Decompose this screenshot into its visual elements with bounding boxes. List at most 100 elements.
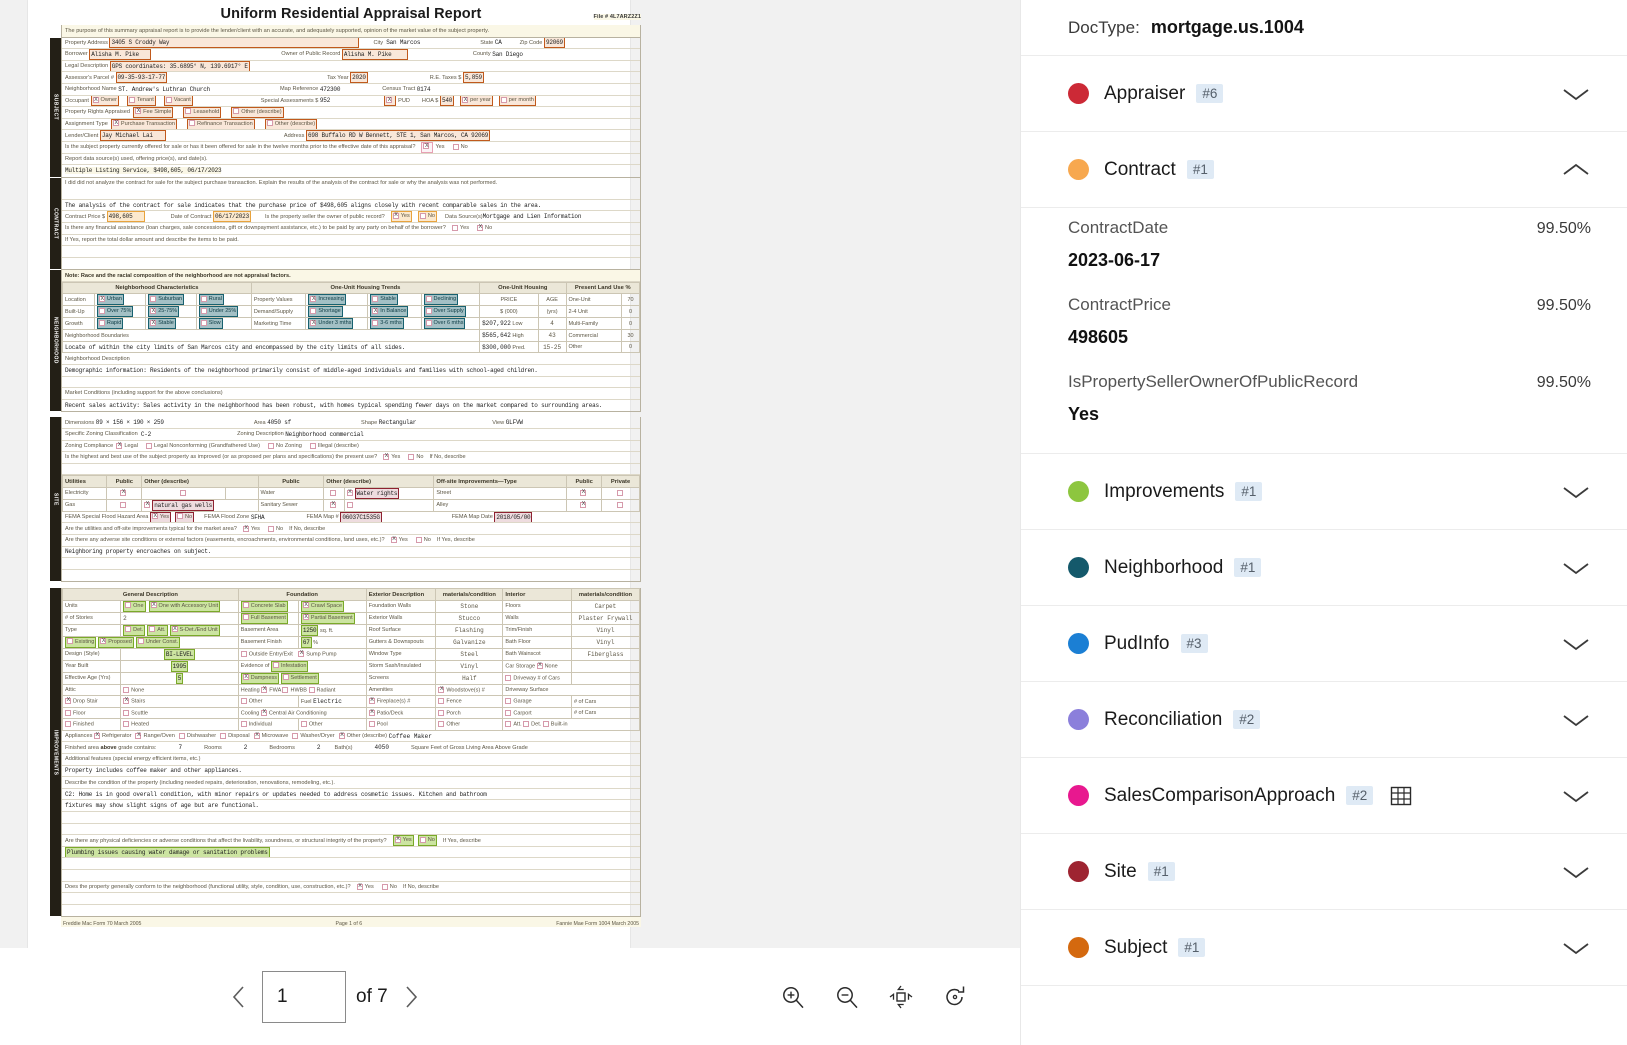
field-value[interactable]: 498605 [1068,327,1129,347]
improvements-tag: IMPROVEMENTS [50,588,61,917]
col-present-land-use: Present Land Use % [565,281,640,295]
field-borrower: Alisha M. Pike [89,49,152,60]
zoom-toolbar [776,980,972,1014]
document-canvas[interactable]: Uniform Residential Appraisal Report Fil… [0,0,1020,948]
doctype-label: DocType: [1068,17,1140,37]
row-fema: FEMA Special Flood Hazard Area Yes No FE… [62,511,640,524]
row-deficiency-question: Are there any physical deficiencies or a… [62,835,640,847]
file-number: File # 4L7ARZ2Z1 [593,14,641,20]
section-count-badge: #1 [1234,557,1262,578]
rotate-button[interactable] [938,980,972,1014]
row-finished-area: Finished area above grade contains: 7 Ro… [62,742,640,755]
row-contract-assistance-note: If Yes, report the total dollar amount a… [62,235,640,247]
row-neighborhood-desc: Demographic information: Residents of th… [62,365,640,377]
col-housing-trends: One-Unit Housing Trends [250,281,481,295]
field-key: ContractPrice [1068,295,1171,314]
neighborhood-table: Neighborhood Characteristics One-Unit Ho… [61,281,640,354]
section-name: Subject [1104,936,1168,958]
field-row[interactable]: IsPropertySellerOwnerOfPublicRecord 99.50… [1068,362,1591,392]
table-icon[interactable] [1389,784,1413,808]
section-header-reconciliation[interactable]: Reconciliation #2 [1021,682,1627,758]
section-header-appraiser[interactable]: Appraiser #6 [1021,56,1627,132]
extraction-panel: DocType: mortgage.us.1004 Appraiser #6 Con… [1020,0,1627,1045]
field-confidence: 99.50% [1536,297,1591,314]
footer-left: Freddie Mac Form 70 March 2005 [63,921,142,928]
row-offered-question: Is the subject property currently offere… [62,141,640,154]
field-fema-map: 06037C1535G [340,511,382,523]
checkbox-seller-owner-no: No [417,211,437,222]
section-color-dot [1068,861,1089,882]
previous-page-button[interactable] [226,980,252,1014]
footer-center: Page 1 of 6 [335,921,363,928]
chevron-down-icon[interactable] [1561,559,1591,577]
col-one-unit-housing: One-Unit Housing [479,281,567,295]
section-header-contract[interactable]: Contract #1 [1021,132,1627,208]
chevron-down-icon[interactable] [1561,863,1591,881]
chevron-down-icon[interactable] [1561,483,1591,501]
row-contract-assistance: Is there any financial assistance (loan … [62,223,640,235]
section-color-dot [1068,633,1089,654]
chevron-down-icon[interactable] [1561,711,1591,729]
purpose-band: The purpose of this summary appraisal re… [61,25,641,38]
section-name: Reconciliation [1104,708,1223,730]
row-neighborhood-desc-label: Neighborhood Description [62,353,640,365]
section-header-site[interactable]: Site #1 [1021,834,1627,910]
row-parcel: Assessor's Parcel # 09-35-93-17-77 Tax Y… [62,72,640,84]
checkbox-offered-yes [421,141,434,153]
section-header-improvements[interactable]: Improvements #1 [1021,454,1627,530]
field-lender-address: 698 Buffalo RD W Bennett, STE 1, San Mar… [305,130,491,141]
chevron-down-icon[interactable] [1561,939,1591,957]
field-value[interactable]: 2023-06-17 [1068,250,1161,270]
section-count-badge: #2 [1233,709,1261,730]
section-header-subject[interactable]: Subject #1 [1021,910,1627,986]
row-appliances: Appliances Refrigerator Range/Oven Dishw… [62,731,640,743]
row-conform-question: Does the property generally conform to t… [62,882,640,894]
next-page-button[interactable] [398,980,424,1014]
zoom-in-button[interactable] [776,980,810,1014]
section-count-badge: #1 [1235,481,1263,502]
field-value[interactable]: Yes [1068,404,1100,424]
row-zoning-compliance: Zoning Compliance Legal Legal Nonconform… [62,441,640,453]
field-row[interactable]: ContractDate 99.50% [1068,208,1591,238]
row-assignment-type: Assignment Type Purchase Transaction Ref… [62,118,640,131]
fit-to-page-button[interactable] [884,980,918,1014]
chevron-down-icon[interactable] [1561,787,1591,805]
field-row[interactable]: ContractPrice 99.50% [1068,285,1591,315]
chevron-down-icon[interactable] [1561,85,1591,103]
form-title-text: Uniform Residential Appraisal Report [220,6,482,22]
row-adverse-question: Are there any adverse site conditions or… [62,535,640,547]
section-name: PudInfo [1104,632,1170,654]
section-header-pudinfo[interactable]: PudInfo #3 [1021,606,1627,682]
field-confidence: 99.50% [1536,374,1591,391]
row-zoning: Specific Zoning Classification C-2 Zonin… [62,429,640,441]
section-header-salescomparisonapproach[interactable]: SalesComparisonApproach #2 [1021,758,1627,834]
field-contract-price: 498,605 [106,211,145,222]
footer-right: Fannie Mae Form 1004 March 2005 [556,921,639,928]
row-datasource-value: Multiple Listing Service, $498,605, 06/1… [65,167,222,175]
page-number-input[interactable] [262,970,346,1023]
appraisal-form: Uniform Residential Appraisal Report Fil… [50,2,641,942]
row-market: Recent sales activity: Sales activity in… [65,402,603,410]
row-market-label: Market Conditions (including support for… [62,388,640,400]
improvements-section: IMPROVEMENTS General Description Foundat… [50,588,641,918]
field-key: IsPropertySellerOwnerOfPublicRecord [1068,372,1359,391]
field-property-address: 3405 S Croddy Way [109,37,360,49]
checkbox-hoa-month: per month [498,95,536,107]
document-viewer: Uniform Residential Appraisal Report Fil… [0,0,1020,1045]
row-race-note: Note: Race and the racial composition of… [62,270,640,282]
checkbox-occupant-vacant: Vacant [163,95,193,107]
row-utilities-typical: Are the utilities and off-site improveme… [62,523,640,535]
section-header-neighborhood[interactable]: Neighborhood #1 [1021,530,1627,606]
chevron-up-icon[interactable] [1561,161,1591,179]
row-deficiency-text: Plumbing issues causing water damage or … [62,846,640,859]
section-name: Neighborhood [1104,556,1224,578]
row-adverse-text: Neighboring property encroaches on subje… [62,547,640,559]
improvements-table: General Description Foundation Exterior … [61,588,641,731]
section-name: Site [1104,860,1137,882]
page-navigation: of 7 [226,970,424,1023]
doctype-value: mortgage.us.1004 [1150,17,1304,37]
zoom-out-button[interactable] [830,980,864,1014]
chevron-down-icon[interactable] [1561,635,1591,653]
field-confidence: 99.50% [1536,220,1591,237]
contract-section: CONTRACT I did did not analyze the contr… [50,177,641,271]
